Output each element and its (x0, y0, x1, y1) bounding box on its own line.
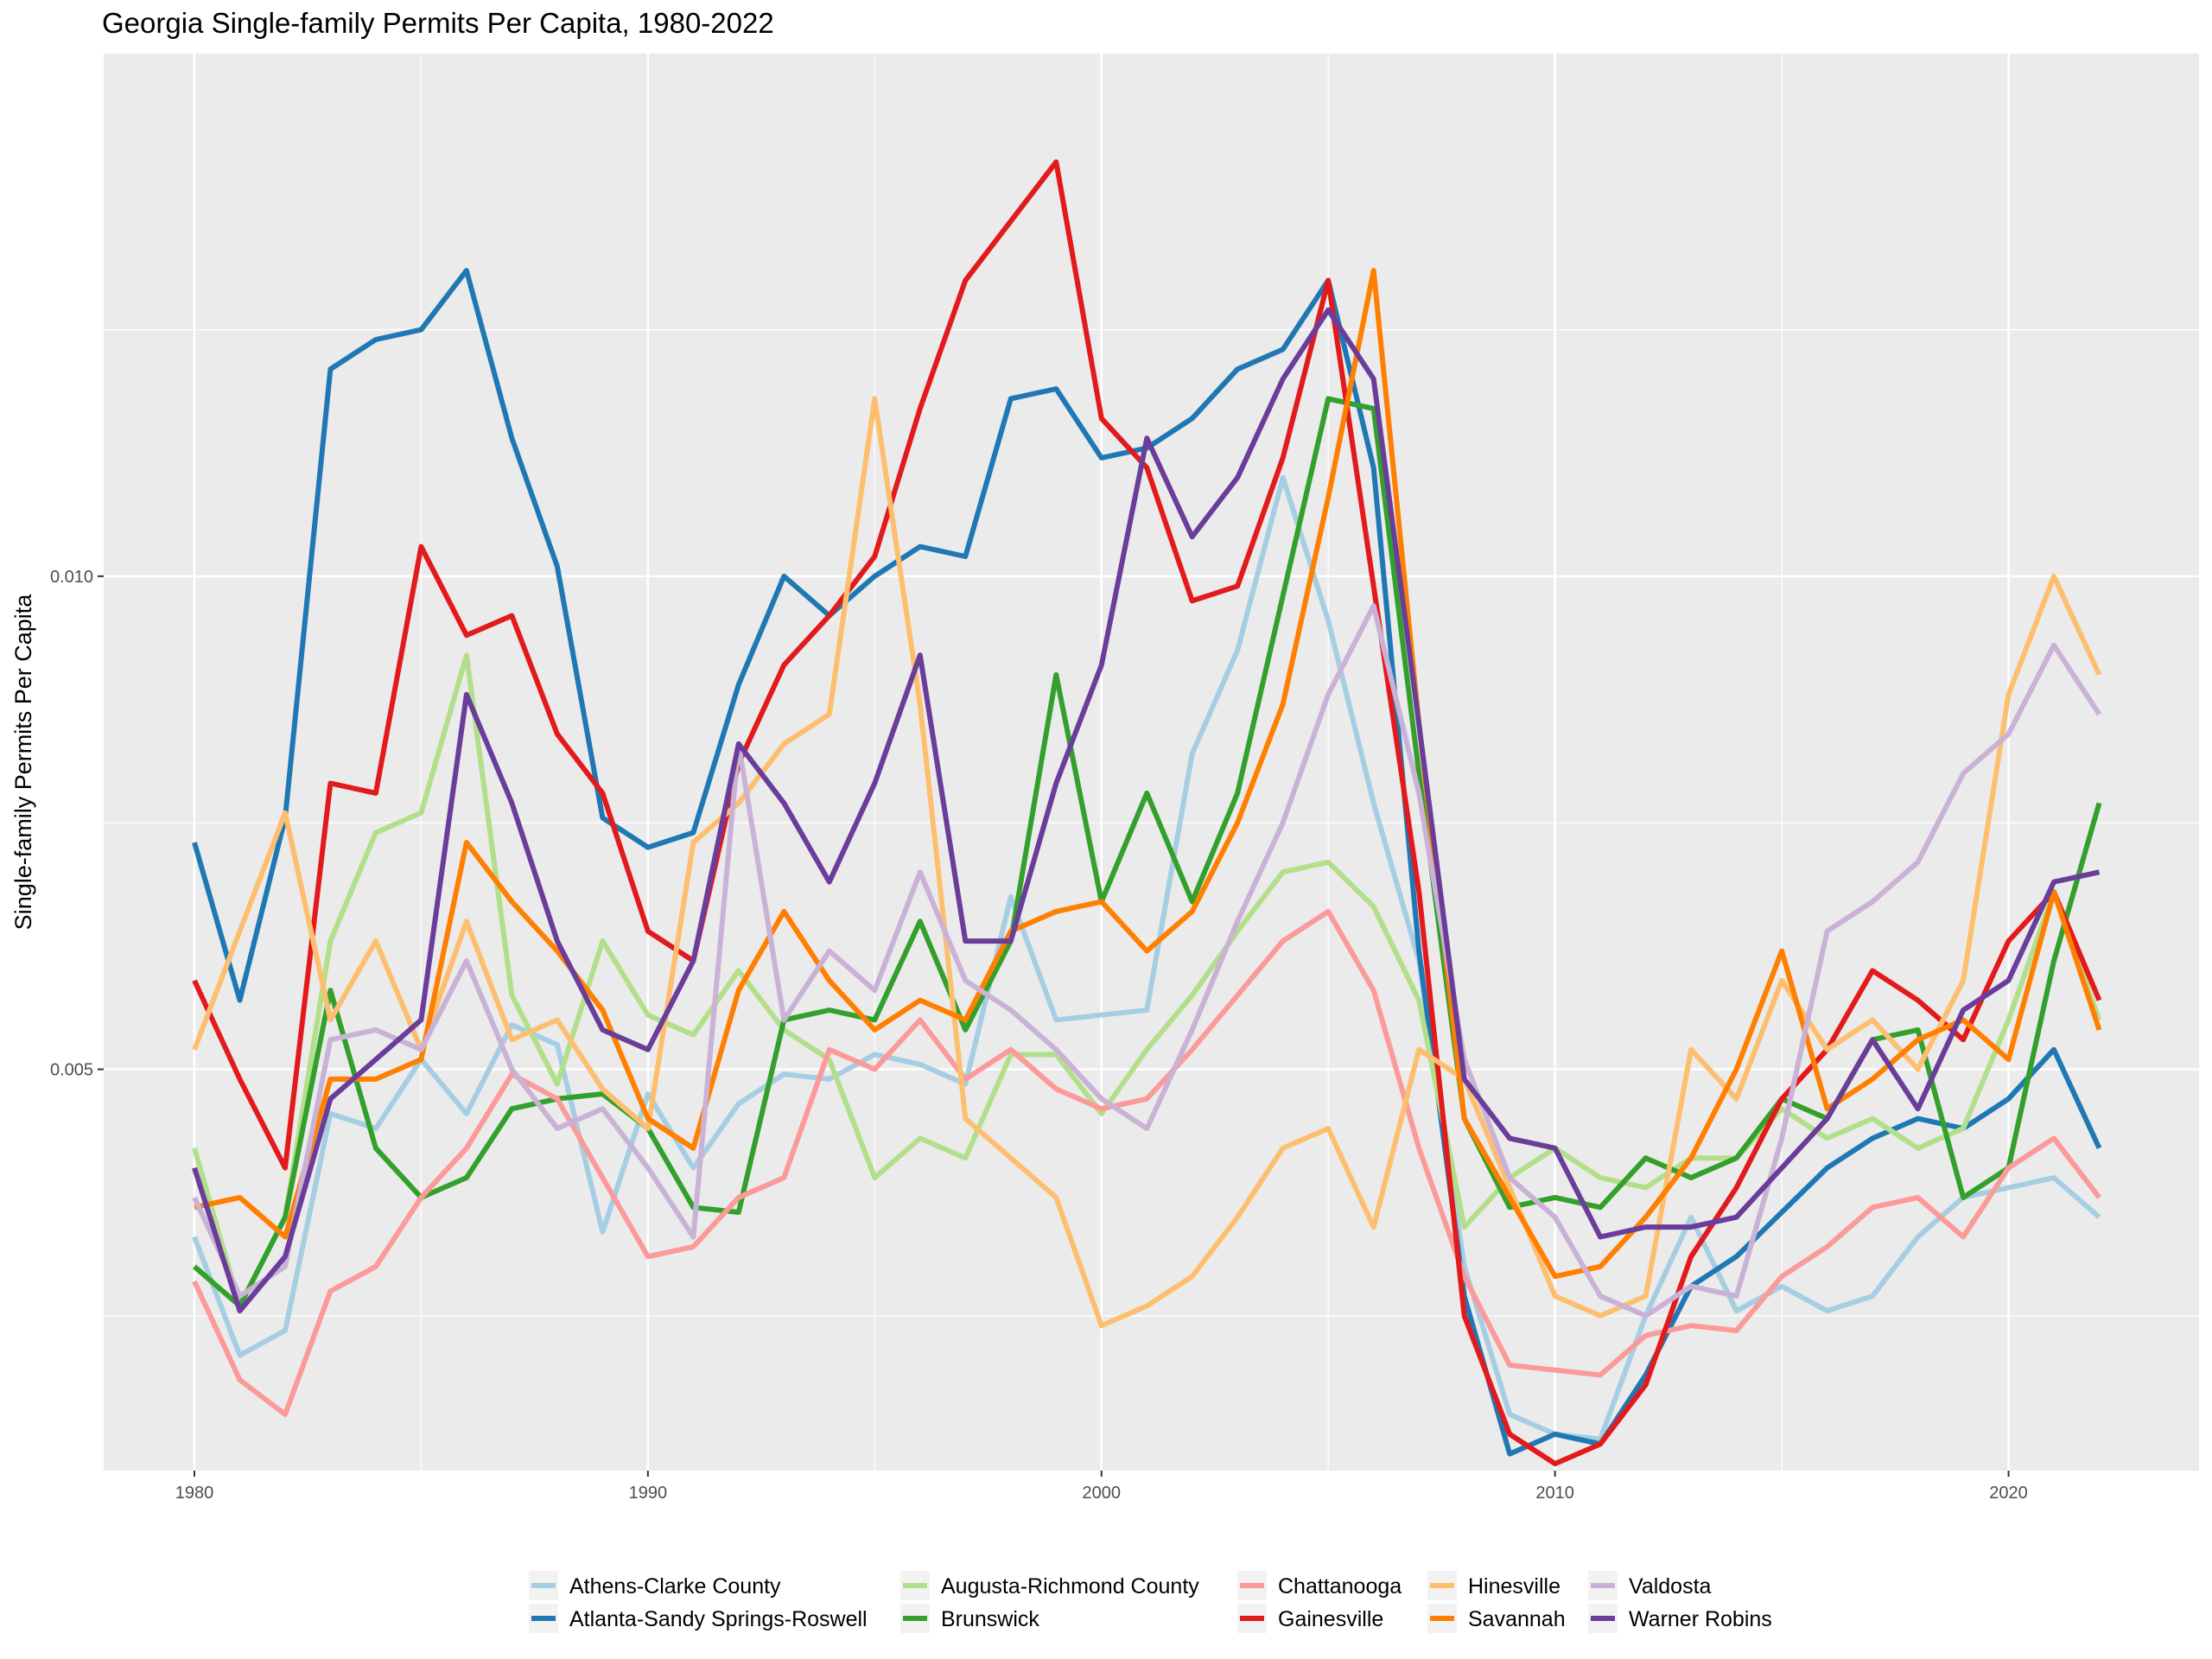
x-tick-label: 2000 (1083, 1484, 1122, 1503)
series-lines (192, 159, 2102, 1466)
series-line-warner-robins (192, 307, 2101, 1314)
series-line-gainesville (192, 159, 2102, 1466)
series-line-hinesville (192, 396, 2102, 1329)
series-line-chattanooga (192, 908, 2101, 1417)
y-tick-label: 0.010 (50, 568, 93, 587)
y-axis: 0.005 0.010 (50, 568, 104, 1080)
y-axis-title: Single-family Permits Per Capita (10, 594, 36, 931)
series-line-athens-clarke-county (192, 474, 2101, 1442)
x-tick-label: 1980 (175, 1484, 214, 1503)
grid-major (104, 54, 2199, 1471)
legend: Athens-Clarke County Atlanta-Sandy Spring… (529, 1571, 1772, 1633)
legend-label-chattanooga: Chattanooga (1278, 1574, 1402, 1599)
series-line-augusta-richmond-county (192, 652, 2102, 1309)
chart-title: Georgia Single-family Permits Per Capita… (102, 7, 774, 39)
x-tick-label: 2020 (1989, 1484, 2028, 1503)
x-tick-label: 1990 (629, 1484, 668, 1503)
legend-label-athens-clarke-county: Athens-Clarke County (569, 1574, 781, 1599)
y-tick-label: 0.005 (50, 1061, 93, 1080)
legend-label-brunswick: Brunswick (941, 1607, 1039, 1631)
legend-label-savannah: Savannah (1468, 1607, 1566, 1631)
legend-label-valdosta: Valdosta (1629, 1574, 1712, 1599)
legend-label-warner-robins: Warner Robins (1629, 1607, 1772, 1631)
legend-label-hinesville: Hinesville (1468, 1574, 1560, 1599)
plot-panel (104, 54, 2199, 1471)
x-tick-label: 2010 (1535, 1484, 1574, 1503)
series-line-savannah (194, 268, 2102, 1280)
series-line-valdosta (192, 603, 2102, 1319)
legend-label-gainesville: Gainesville (1278, 1607, 1383, 1631)
legend-label-atlanta-sandy-springs-roswell: Atlanta-Sandy Springs-Roswell (569, 1607, 868, 1631)
x-axis: 1980 1990 2000 2010 2020 (175, 1471, 2028, 1503)
legend-label-augusta-richmond-county: Augusta-Richmond County (941, 1574, 1199, 1599)
